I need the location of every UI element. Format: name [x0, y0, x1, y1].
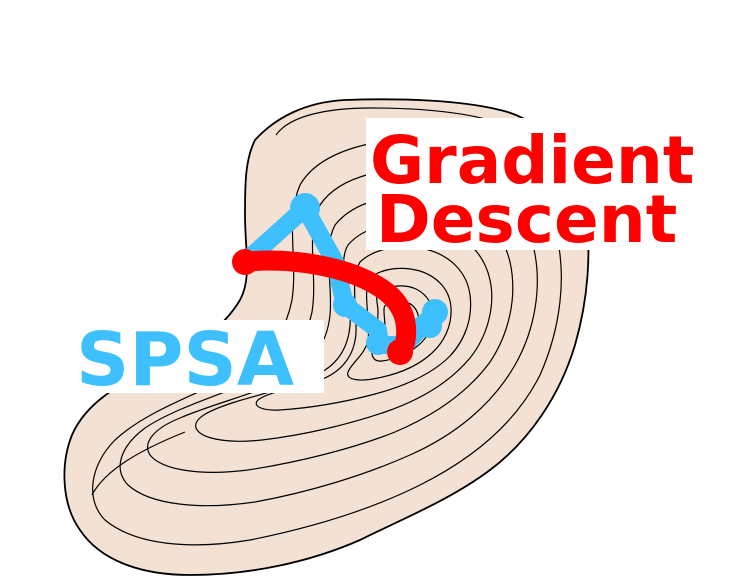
spsa-label: SPSA — [74, 317, 324, 403]
spsa-point — [366, 331, 390, 355]
gd-point — [387, 339, 413, 365]
spsa-point — [333, 293, 357, 317]
spsa-label-text: SPSA — [76, 317, 294, 403]
gradient-descent-label-bg — [366, 118, 733, 250]
gd-point — [232, 249, 258, 275]
spsa-point — [418, 314, 442, 338]
gradient-descent-path — [232, 249, 417, 365]
spsa-label-bg — [74, 320, 324, 393]
spsa-path — [236, 193, 448, 355]
contour-10 — [91, 431, 186, 496]
gradient-descent-trajectory — [235, 250, 417, 362]
gradient-descent-label-line2: Descent — [376, 181, 677, 258]
gradient-descent-label: Gradient Descent — [366, 118, 733, 258]
spsa-point — [290, 193, 320, 223]
gradient-descent-label-line1: Gradient — [370, 122, 694, 199]
contour-5 — [255, 246, 472, 411]
contour-4 — [195, 222, 493, 442]
